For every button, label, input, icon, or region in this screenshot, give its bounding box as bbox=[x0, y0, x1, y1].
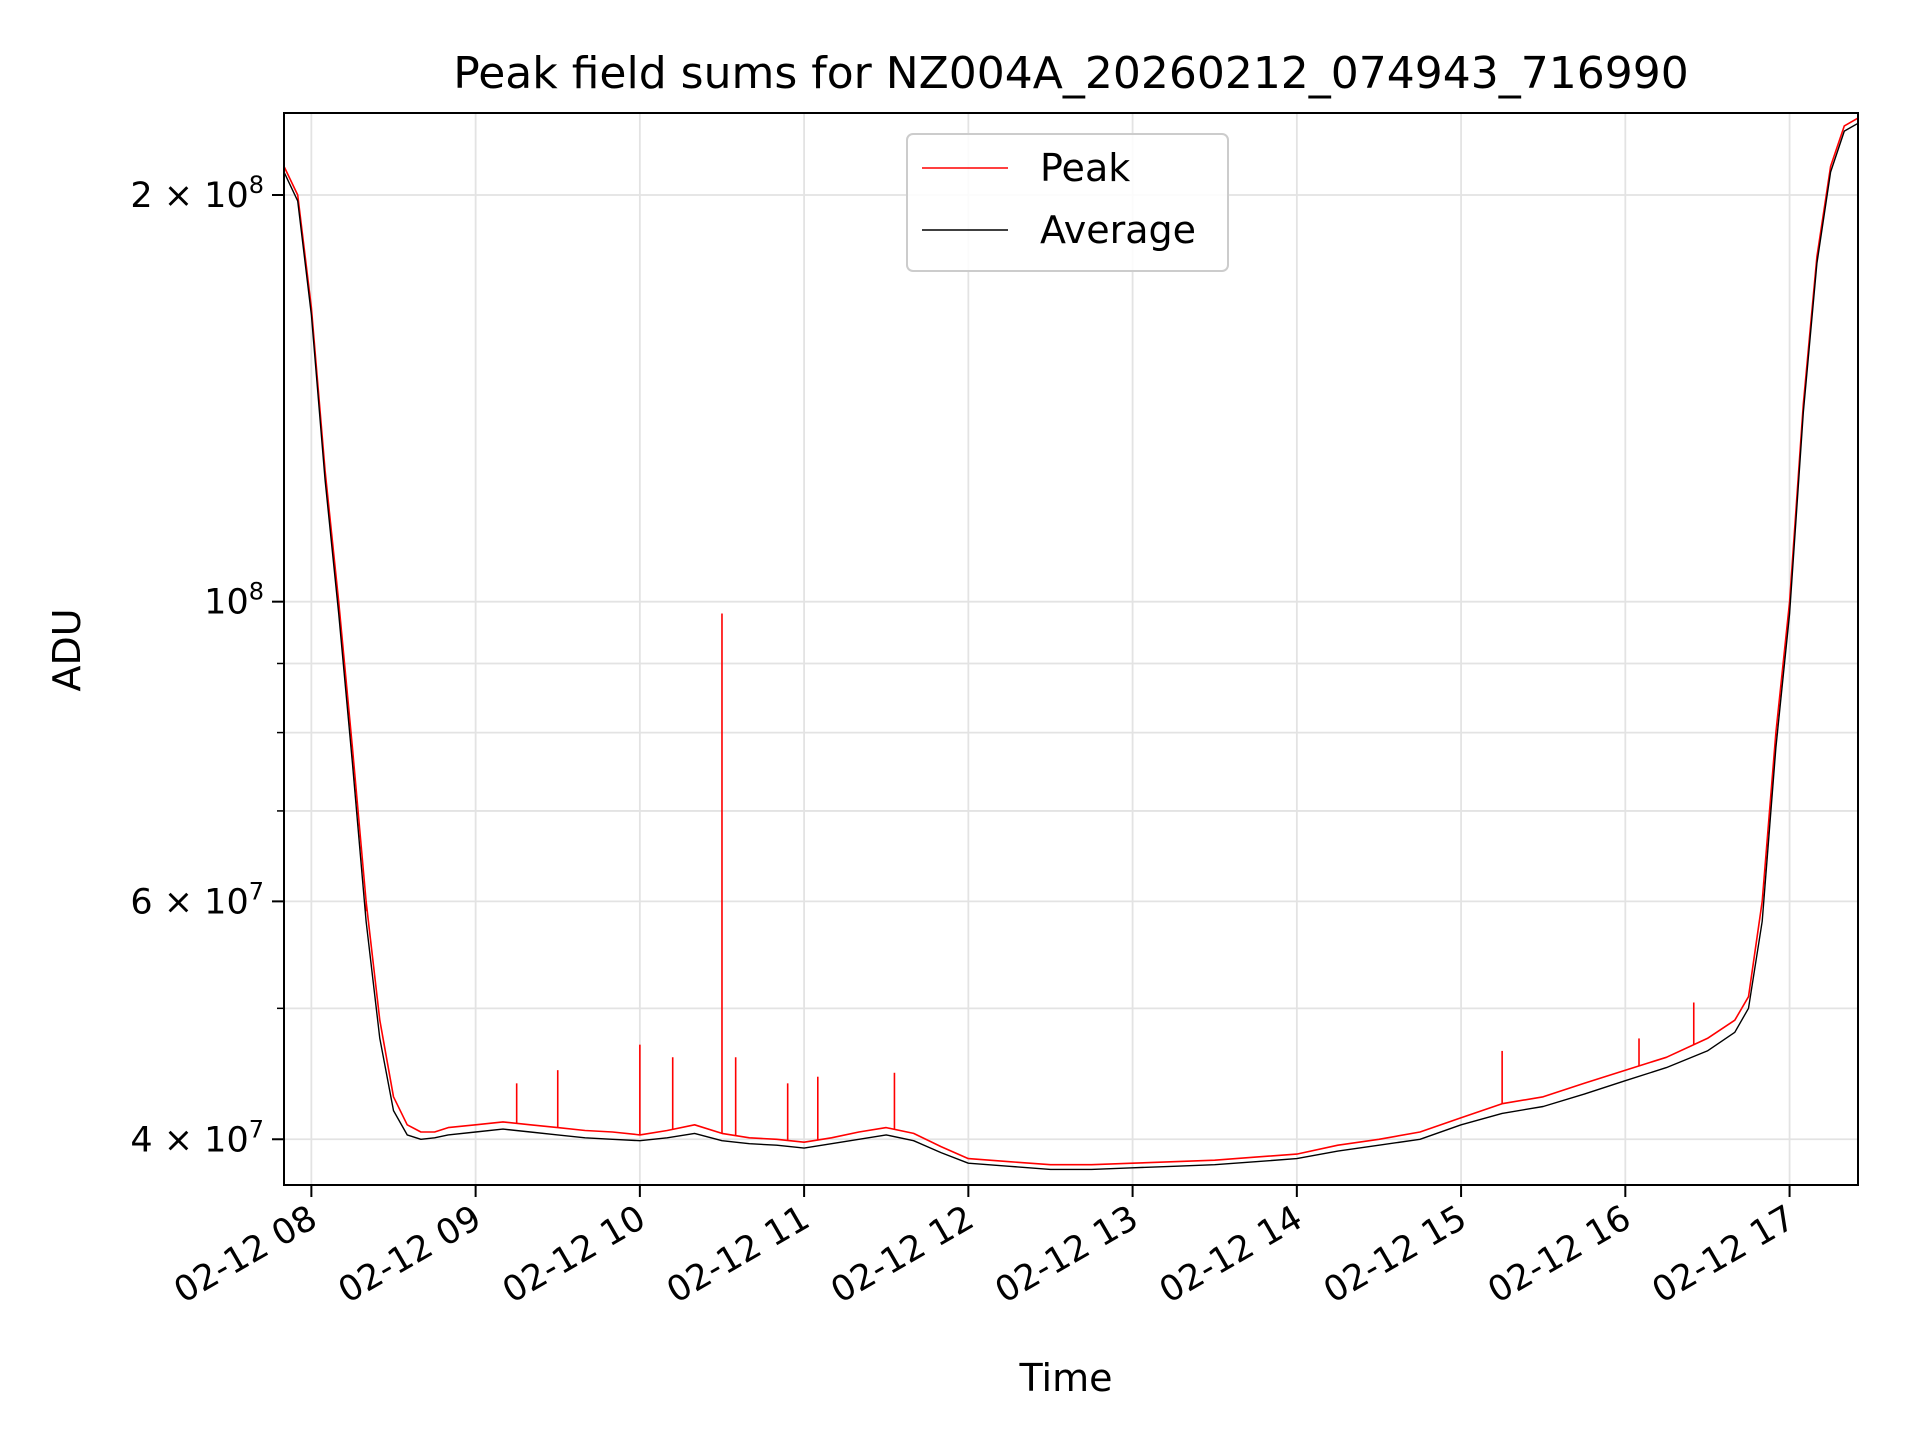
y-tick-label: 4 × 107 bbox=[130, 1115, 264, 1160]
x-axis-label: Time bbox=[1019, 1356, 1113, 1400]
series-peak-group bbox=[284, 117, 1858, 1166]
legend-label-peak: Peak bbox=[1040, 146, 1130, 190]
y-tick-label: 108 bbox=[204, 578, 264, 623]
y-axis: 4 × 107 6 × 107 108 2 × 108 bbox=[130, 171, 284, 1160]
y-tick-label: 2 × 108 bbox=[130, 171, 264, 216]
chart-title: Peak field sums for NZ004A_20260212_0749… bbox=[453, 48, 1688, 99]
y-tick-label: 6 × 107 bbox=[130, 877, 264, 922]
series-line-peak bbox=[284, 117, 1858, 1166]
series-lines bbox=[284, 117, 1858, 1171]
legend: Peak Average bbox=[906, 133, 1229, 272]
legend-label-average: Average bbox=[1040, 208, 1196, 252]
series-average-group bbox=[284, 122, 1858, 1171]
y-axis-label: ADU bbox=[45, 608, 89, 691]
plot-area-frame bbox=[283, 112, 1859, 1186]
series-line-average bbox=[284, 122, 1858, 1171]
